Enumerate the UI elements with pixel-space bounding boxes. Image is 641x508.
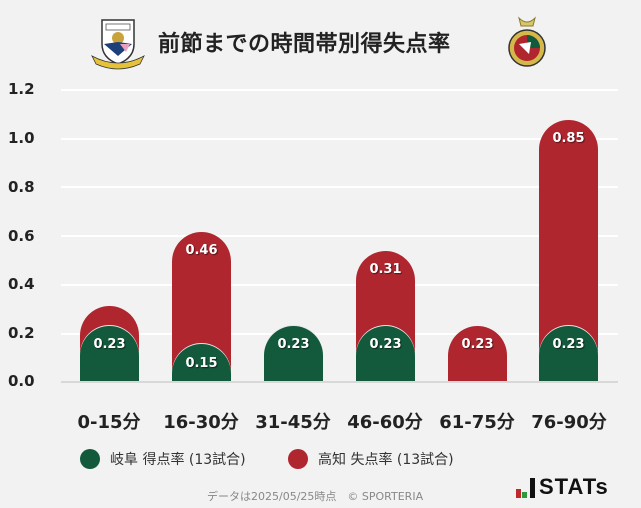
x-category: 0-15分 — [77, 412, 141, 433]
y-tick: 0.6 — [8, 227, 35, 245]
x-category: 61-75分 — [439, 412, 515, 433]
bar-gifu-31-45 — [264, 326, 323, 382]
x-axis-baseline — [61, 381, 618, 383]
legend-item-kochi[interactable]: 高知 失点率 (13試合) — [288, 449, 454, 469]
bar-label-kochi: 0.23 — [461, 337, 494, 352]
gridline — [61, 235, 618, 237]
gridline — [61, 284, 618, 286]
gridline — [61, 89, 618, 91]
x-category: 31-45分 — [255, 412, 331, 433]
legend-label: 高知 失点率 (13試合) — [318, 452, 454, 468]
bar-gifu-76-90 — [539, 326, 598, 382]
y-tick: 1.2 — [8, 80, 35, 98]
legend-dot-icon — [288, 449, 308, 469]
bar-label-gifu: 0.23 — [552, 337, 585, 352]
bar-kochi-61-75 — [448, 326, 507, 382]
bar-label-gifu: 0.23 — [277, 337, 310, 352]
data-source-note: データは2025/05/25時点 © SPORTERIA — [207, 490, 424, 503]
bar-label-kochi: 0.85 — [552, 131, 585, 146]
gridline — [61, 186, 618, 188]
y-tick: 0.0 — [8, 372, 35, 390]
legend-dot-icon — [80, 449, 100, 469]
gridline — [61, 333, 618, 335]
x-category: 76-90分 — [531, 412, 607, 433]
x-category: 46-60分 — [347, 412, 423, 433]
stats-brand: STATs — [539, 474, 609, 499]
bar-label-kochi: 0.46 — [185, 243, 218, 258]
stats-logo: STATs — [516, 476, 609, 498]
y-tick: 1.0 — [8, 129, 35, 147]
x-category: 16-30分 — [163, 412, 239, 433]
y-tick: 0.4 — [8, 275, 35, 293]
bar-label-gifu: 0.15 — [185, 356, 218, 371]
chart-title: 前節までの時間帯別得失点率 — [158, 32, 451, 57]
legend-label: 岐阜 得点率 (13試合) — [110, 452, 246, 468]
y-tick: 0.8 — [8, 178, 35, 196]
stats-bar-icon — [516, 478, 535, 498]
fc-gifu-logo — [90, 14, 146, 70]
bar-gifu-46-60 — [356, 326, 415, 382]
gridline — [61, 138, 618, 140]
kochi-united-logo — [505, 14, 549, 70]
bar-gifu-0-15 — [80, 326, 139, 382]
legend-item-gifu[interactable]: 岐阜 得点率 (13試合) — [80, 449, 246, 469]
bar-label-kochi: 0.31 — [369, 262, 402, 277]
bar-label-gifu: 0.23 — [93, 337, 126, 352]
bar-label-gifu: 0.23 — [369, 337, 402, 352]
y-tick: 0.2 — [8, 324, 35, 342]
